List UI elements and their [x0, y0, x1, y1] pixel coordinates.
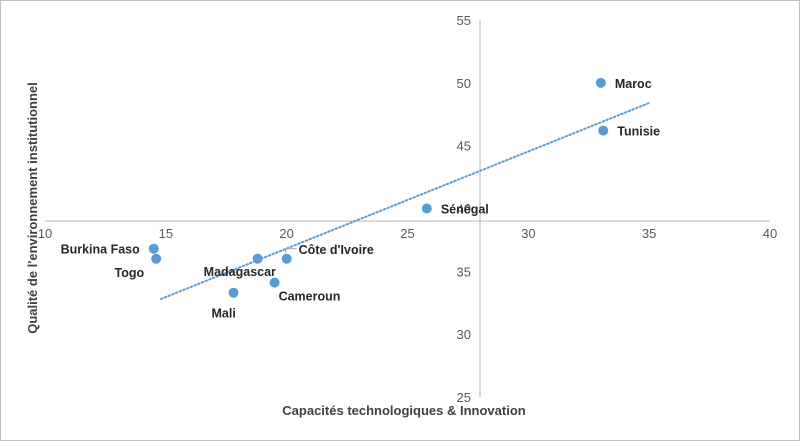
data-point: [228, 287, 239, 298]
axes: 10 15 20 25 30 35 40 25 30 35 40 45 50 55: [38, 13, 777, 405]
y-axis-title: Qualité de l'environnement institutionne…: [25, 82, 40, 334]
data-point: [421, 203, 432, 214]
y-tick-label: 45: [457, 139, 471, 154]
data-point: [595, 77, 606, 88]
x-tick-label: 40: [763, 226, 777, 241]
x-tick-label: 10: [38, 226, 52, 241]
label-leader-line: [285, 248, 297, 253]
data-point: [281, 253, 292, 264]
y-tick-label: 30: [457, 327, 471, 342]
data-point: [148, 243, 159, 254]
point-label: Cameroun: [279, 290, 341, 304]
point-label: Tunisie: [617, 125, 660, 139]
point-label: Togo: [115, 266, 145, 280]
trendline: [160, 101, 651, 300]
x-tick-label: 20: [279, 226, 293, 241]
data-point: [151, 253, 162, 264]
y-tick-label: 35: [457, 264, 471, 279]
point-label: Mali: [212, 307, 236, 321]
y-tick-label: 25: [457, 390, 471, 405]
y-tick-label: 50: [457, 76, 471, 91]
data-points: Maroc Tunisie Sénégal Côte d'Ivoire Madagasc…: [61, 77, 661, 321]
point-label: Burkina Faso: [61, 243, 141, 257]
y-tick-label: 40: [457, 202, 471, 217]
y-tick-label: 55: [457, 13, 471, 28]
x-tick-label: 30: [521, 226, 535, 241]
data-point: [269, 277, 280, 288]
x-axis-title: Capacités technologiques & Innovation: [282, 403, 525, 418]
point-label: Maroc: [615, 77, 652, 91]
point-label: Madagascar: [204, 265, 276, 279]
x-tick-label: 15: [159, 226, 173, 241]
trendline-group: [160, 101, 651, 300]
x-tick-label: 35: [642, 226, 656, 241]
data-point: [598, 125, 609, 136]
point-label: Sénégal: [441, 203, 489, 217]
data-point: [252, 253, 263, 264]
point-label: Côte d'Ivoire: [299, 243, 374, 257]
x-tick-label: 25: [400, 226, 414, 241]
